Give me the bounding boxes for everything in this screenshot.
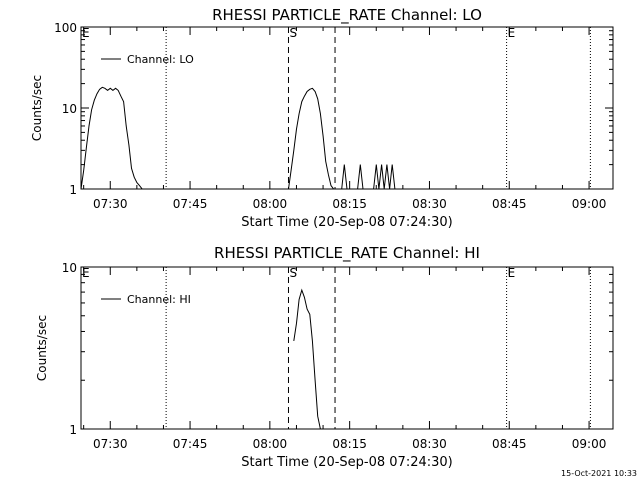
y-tick-label: 100 [54, 21, 77, 35]
event-marker-label: S [289, 266, 297, 280]
series-line [293, 288, 321, 430]
chart-title: RHESSI PARTICLE_RATE Channel: HI [214, 244, 480, 263]
plot-timestamp: 15-Oct-2021 10:33 [561, 469, 637, 478]
event-marker-label: E [508, 26, 516, 40]
y-tick-label: 10 [62, 102, 77, 116]
x-axis-label: Start Time (20-Sep-08 07:24:30) [241, 455, 452, 470]
x-tick-label: 09:00 [572, 437, 607, 451]
x-tick-label: 08:45 [492, 437, 527, 451]
legend-label: Channel: HI [127, 293, 191, 306]
x-tick-label: 08:30 [412, 197, 447, 211]
chart-panel-lo: RHESSI PARTICLE_RATE Channel: LO Counts/… [30, 6, 614, 230]
x-axis-label: Start Time (20-Sep-08 07:24:30) [241, 215, 452, 230]
chart-legend: Channel: HI [101, 293, 191, 306]
chart-legend: Channel: LO [101, 53, 194, 66]
legend-label: Channel: LO [127, 53, 194, 66]
y-tick-label: 1 [69, 423, 77, 437]
x-tick-label: 09:00 [572, 197, 607, 211]
y-tick-label: 1 [69, 183, 77, 197]
x-tick-label: 07:30 [93, 197, 128, 211]
x-tick-label: 08:45 [492, 197, 527, 211]
y-tick-label: 10 [62, 261, 77, 275]
event-marker-label: E [82, 26, 90, 40]
x-tick-label: 08:15 [332, 437, 367, 451]
series-line [80, 86, 396, 190]
x-tick-label: 07:45 [173, 437, 208, 451]
x-tick-label: 08:00 [253, 197, 288, 211]
event-marker-label: E [508, 266, 516, 280]
event-marker-label: S [289, 26, 297, 40]
x-tick-label: 08:15 [332, 197, 367, 211]
chart-panel-hi: RHESSI PARTICLE_RATE Channel: HI Counts/… [35, 244, 614, 470]
x-tick-label: 07:30 [93, 437, 128, 451]
x-tick-label: 08:00 [253, 437, 288, 451]
y-axis-label: Counts/sec [35, 315, 49, 381]
x-tick-label: 08:30 [412, 437, 447, 451]
chart-title: RHESSI PARTICLE_RATE Channel: LO [212, 6, 482, 25]
x-tick-label: 07:45 [173, 197, 208, 211]
event-marker-label: E [82, 266, 90, 280]
y-axis-label: Counts/sec [30, 75, 44, 141]
